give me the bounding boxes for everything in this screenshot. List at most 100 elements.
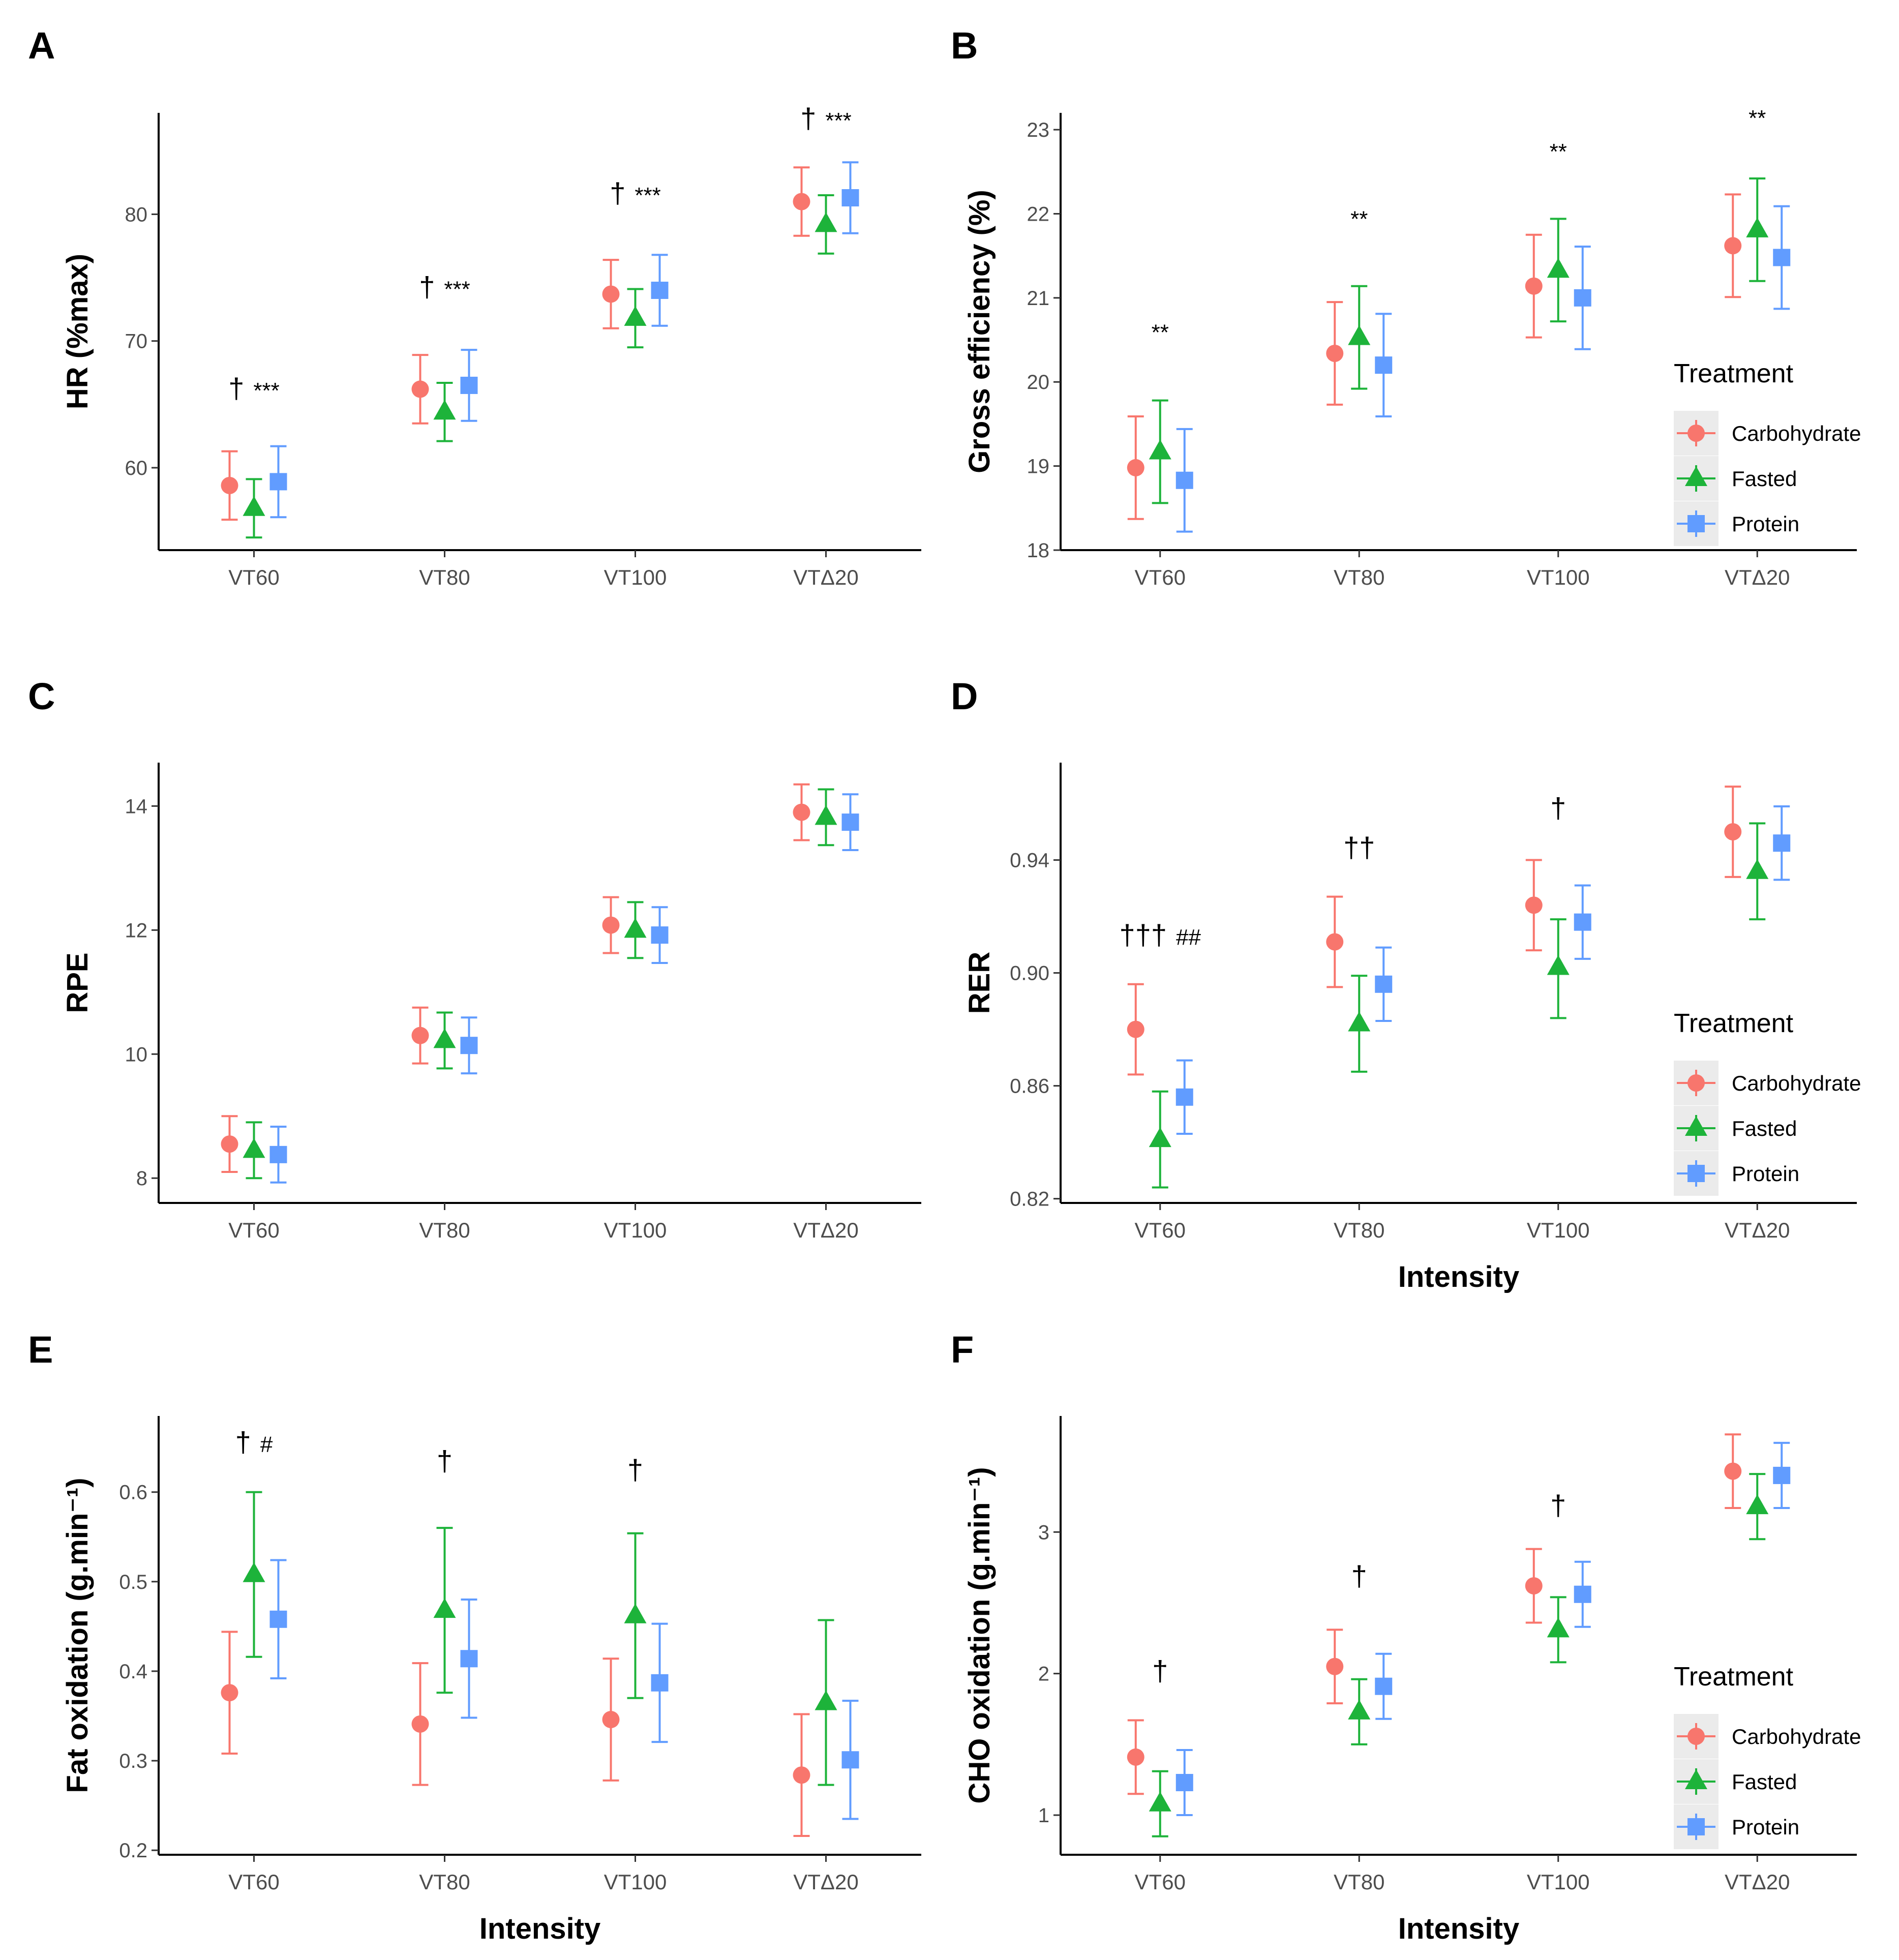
y-tick-label: 1 <box>1038 1804 1049 1827</box>
legend: Treatment Carbohydrate Fasted Protein <box>1674 1662 1861 1849</box>
data-point <box>1326 345 1344 362</box>
data-point <box>221 1135 238 1153</box>
data-point <box>243 1562 265 1582</box>
data-point <box>1724 1462 1742 1480</box>
significance-annotation: † # <box>235 1426 273 1458</box>
data-point <box>1149 439 1171 460</box>
significance-annotation: † <box>627 1454 643 1486</box>
dagger-mark: † <box>610 177 625 209</box>
data-point <box>651 281 669 299</box>
data-point <box>1773 1466 1791 1484</box>
legend-label: Carbohydrate <box>1732 1071 1861 1095</box>
dagger-mark: † <box>437 1444 453 1476</box>
legend-key-marker <box>1687 1165 1705 1182</box>
data-point <box>1746 859 1769 879</box>
data-point <box>243 1138 265 1158</box>
legend-key-marker <box>1687 425 1705 442</box>
data-point <box>1175 1774 1193 1792</box>
legend-label: Protein <box>1732 1815 1799 1839</box>
data-point <box>602 285 620 303</box>
x-tick-label: VT60 <box>228 1218 279 1242</box>
data-point <box>1348 1699 1371 1720</box>
dagger-mark: †† <box>1343 831 1375 863</box>
x-tick-label: VT60 <box>1135 565 1186 589</box>
significance-stars: ** <box>1550 139 1567 164</box>
y-tick-label: 0.90 <box>1010 962 1049 985</box>
significance-annotation: ** <box>1749 106 1766 131</box>
significance-annotation: † *** <box>419 270 470 303</box>
x-tick-label: VT60 <box>1135 1870 1186 1894</box>
significance-stars: ** <box>1749 106 1766 131</box>
panel-letter: B <box>951 24 978 67</box>
data-point <box>1127 1748 1144 1766</box>
data-point <box>1547 258 1570 278</box>
dagger-mark: † <box>627 1454 643 1486</box>
significance-annotation: † <box>1550 792 1566 824</box>
x-tick-label: VT100 <box>1527 565 1590 589</box>
x-tick-label: VT80 <box>1334 1870 1384 1894</box>
legend-key-marker <box>1685 1769 1707 1789</box>
significance-annotation: ** <box>1152 320 1169 345</box>
y-tick-label: 0.3 <box>119 1750 147 1772</box>
x-tick-label: VT60 <box>228 565 279 589</box>
y-tick-label: 0.94 <box>1010 850 1049 872</box>
significance-annotation: † *** <box>800 102 852 134</box>
y-tick-label: 8 <box>136 1167 147 1190</box>
significance-stars: *** <box>635 183 660 208</box>
data-point <box>793 1766 810 1784</box>
x-tick-label: VT100 <box>1527 1870 1590 1894</box>
panel-d: D 0.82 0.86 0.90 0.94 VT60 VT80 VT100 VTΔ20 RER In… <box>951 675 1861 1293</box>
significance-annotation: ††† ## <box>1120 919 1201 951</box>
dagger-mark: † <box>419 270 435 303</box>
legend-label: Carbohydrate <box>1732 421 1861 445</box>
dagger-mark: † <box>1152 1655 1168 1687</box>
panel-f: F 1 2 3 VT60 VT80 VT100 VTΔ20 CHO oxidation (g.m… <box>951 1329 1861 1945</box>
significance-annotation: † <box>1351 1560 1367 1592</box>
significance-annotation: † <box>1152 1655 1168 1687</box>
data-point <box>460 1037 478 1054</box>
y-tick-label: 19 <box>1027 456 1050 478</box>
significance-stars: *** <box>253 378 279 403</box>
data-point <box>1127 1020 1144 1038</box>
data-point <box>1525 896 1543 914</box>
data-point <box>411 1715 429 1733</box>
data-point <box>433 1028 456 1048</box>
legend: Treatment Carbohydrate Fasted Protein <box>1674 359 1861 546</box>
y-tick-label: 0.5 <box>119 1571 147 1593</box>
y-tick-label: 70 <box>125 330 148 353</box>
data-point <box>602 916 620 934</box>
x-axis-title: Intensity <box>1398 1260 1520 1293</box>
data-point <box>1175 471 1193 489</box>
legend-label: Fasted <box>1732 1117 1797 1140</box>
legend-key-marker <box>1687 1074 1705 1092</box>
data-point <box>1149 1127 1171 1148</box>
panel-letter: D <box>951 675 978 717</box>
data-point <box>1175 1088 1193 1106</box>
significance-annotation: † *** <box>610 177 661 209</box>
legend-key-marker <box>1685 1116 1707 1136</box>
significance-stars: *** <box>444 277 470 301</box>
x-tick-label: VT80 <box>1334 1218 1384 1242</box>
dagger-mark: ††† <box>1120 919 1167 951</box>
y-axis-title: Fat oxidation (g.min⁻¹) <box>61 1477 94 1793</box>
panel-b: B 18 19 20 21 22 23 VT60 VT80 VT100 VTΔ20 Gross eff… <box>951 24 1861 589</box>
data-point <box>433 400 456 420</box>
y-tick-label: 10 <box>125 1043 148 1066</box>
y-tick-label: 0.82 <box>1010 1188 1049 1211</box>
y-axis-title: RPE <box>61 952 94 1013</box>
panel-letter: C <box>28 675 55 717</box>
dagger-mark: † <box>800 102 816 134</box>
data-point <box>269 473 287 491</box>
dagger-mark: † <box>1550 792 1566 824</box>
significance-annotation: † <box>1550 1489 1566 1521</box>
x-tick-label: VT100 <box>604 565 667 589</box>
data-point <box>269 1145 287 1163</box>
y-tick-label: 0.2 <box>119 1840 147 1862</box>
data-point <box>460 376 478 394</box>
y-tick-label: 14 <box>125 795 148 818</box>
y-tick-label: 0.86 <box>1010 1075 1049 1098</box>
significance-annotation: †† <box>1343 831 1375 863</box>
y-axis-title: HR (%max) <box>61 254 94 409</box>
data-point <box>624 306 647 326</box>
